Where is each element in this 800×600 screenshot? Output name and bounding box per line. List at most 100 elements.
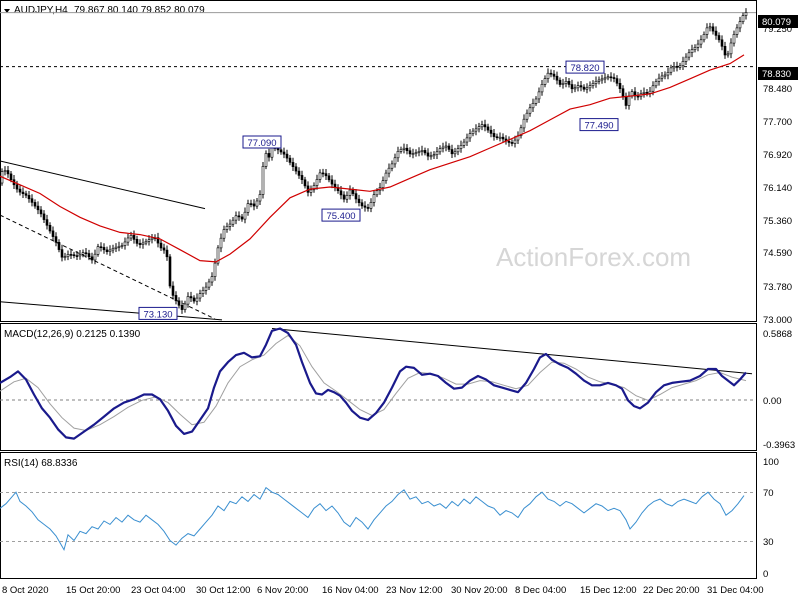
candle [477, 122, 481, 133]
candle-body [618, 83, 622, 90]
candle [72, 251, 76, 259]
candle [363, 201, 367, 212]
candle [180, 300, 184, 314]
candle [183, 300, 187, 313]
annotation-box [565, 60, 605, 74]
candle-body [330, 179, 334, 185]
candle-body [699, 39, 703, 45]
candle [321, 168, 325, 178]
candle [102, 243, 106, 254]
candle-body [669, 67, 673, 73]
candle [570, 79, 574, 94]
candle-body [459, 145, 463, 149]
candle-body [6, 170, 10, 175]
price-axis-label: 77.700 [763, 117, 792, 128]
candle [216, 245, 220, 266]
candle-body [48, 225, 52, 232]
candle-body [465, 137, 469, 143]
candle [495, 133, 499, 140]
candle [366, 203, 370, 212]
candle-body [339, 190, 343, 196]
candle-body [450, 149, 454, 155]
candle [186, 292, 190, 308]
candle-body [33, 202, 37, 207]
candle [51, 226, 55, 241]
candle-body [204, 286, 208, 291]
candle-body [303, 179, 307, 187]
price-annotation: 78.820 [565, 60, 605, 74]
rsi-axis-70: 70 [763, 488, 774, 499]
candle [141, 238, 145, 249]
candle-body [261, 166, 265, 195]
candle [372, 190, 376, 207]
candle-body [453, 151, 457, 155]
candle [717, 32, 721, 43]
collapse-triangle-icon[interactable] [4, 9, 10, 13]
candle-body [525, 112, 529, 120]
candle [144, 238, 148, 246]
candle [168, 254, 172, 289]
candle-body [621, 88, 625, 98]
candle [33, 199, 37, 209]
candle-body [723, 45, 727, 56]
candle-body [396, 151, 400, 159]
time-axis-label: 23 Oct 04:00 [131, 585, 185, 596]
candle [708, 22, 712, 32]
candle [636, 92, 640, 101]
candle-body [129, 235, 133, 239]
candle [534, 96, 538, 106]
candle [243, 207, 247, 224]
candle [345, 191, 349, 203]
candle-body [354, 193, 358, 200]
candle-body [192, 297, 196, 302]
candle-body [180, 304, 184, 310]
candle [711, 23, 715, 35]
candle-body [138, 243, 142, 245]
candle-body [441, 146, 445, 149]
time-axis-label: 30 Nov 20:00 [451, 585, 508, 596]
candle-body [126, 237, 130, 243]
candle-body [243, 211, 247, 220]
candle [90, 252, 94, 264]
last-price-value: 80.079 [762, 17, 791, 28]
level-price-tag: 78.830 [758, 67, 798, 80]
macd-axis-top: 0.5868 [763, 329, 792, 340]
candle [462, 138, 466, 149]
candle [690, 44, 694, 58]
candle-body [312, 185, 316, 191]
candle [408, 147, 412, 158]
candle [519, 124, 523, 139]
candle [93, 249, 97, 265]
candle [312, 182, 316, 193]
candle-body [15, 184, 19, 190]
rsi-panel-frame [0, 452, 757, 579]
candle-body [543, 78, 547, 85]
rsi-label: RSI(14) 68.8336 [4, 458, 78, 469]
candle [207, 278, 211, 290]
candle-body [738, 21, 742, 29]
candle [57, 239, 61, 253]
macd-axis-bottom: -0.3963 [763, 440, 795, 451]
candle-body [60, 249, 64, 258]
candle-body [3, 170, 7, 172]
candle [198, 289, 202, 302]
candle-body [531, 103, 535, 109]
candle [684, 53, 688, 65]
time-axis-label: 8 Dec 04:00 [515, 585, 566, 596]
candle-body [285, 153, 289, 159]
candle-body [426, 152, 430, 157]
macd-lines [0, 327, 747, 440]
candle-body [489, 129, 493, 134]
candle-body [348, 189, 352, 196]
candle-body [468, 133, 472, 139]
candle [6, 166, 10, 178]
macd-line [0, 327, 747, 440]
candle-body [657, 77, 661, 82]
price-axis-label: 74.590 [763, 248, 792, 259]
candle [744, 8, 748, 20]
candle [453, 147, 457, 158]
candle-body [390, 163, 394, 169]
candle-body [717, 35, 721, 41]
candle-body [576, 85, 580, 89]
price-annotation: 77.090 [242, 135, 282, 149]
